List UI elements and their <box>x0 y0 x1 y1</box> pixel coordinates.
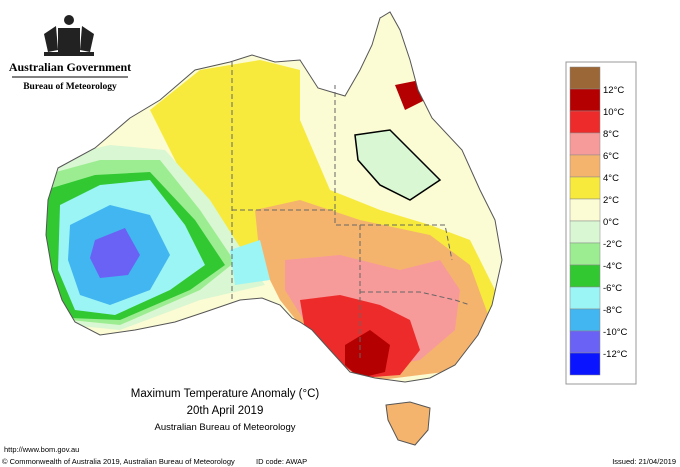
legend-swatch <box>569 132 601 156</box>
footer-url: http://www.bom.gov.au <box>4 445 79 454</box>
map-source: Australian Bureau of Meteorology <box>155 422 296 433</box>
bureau-name: Bureau of Meteorology <box>23 82 117 92</box>
legend-label: -8°C <box>603 305 622 316</box>
agency-name: Australian Government <box>9 60 131 74</box>
legend-swatch <box>569 308 601 332</box>
legend-label: 6°C <box>603 151 619 162</box>
legend-label: 2°C <box>603 195 619 206</box>
legend-label: 4°C <box>603 173 619 184</box>
tasmania <box>385 401 431 446</box>
footer-id: ID code: AWAP <box>256 457 307 466</box>
legend-swatch <box>569 176 601 200</box>
legend-label: 8°C <box>603 129 619 140</box>
legend-swatch <box>569 88 601 112</box>
legend-label: -12°C <box>603 349 628 360</box>
legend-label: -10°C <box>603 327 628 338</box>
legend-swatch <box>569 154 601 178</box>
coat-of-arms <box>44 15 94 56</box>
footer-copyright: © Commonwealth of Australia 2019, Austra… <box>2 457 235 466</box>
legend-swatch <box>569 352 601 376</box>
state-borders <box>231 62 471 360</box>
legend-label: -2°C <box>603 239 622 250</box>
legend-swatch <box>569 110 601 134</box>
legend-swatch <box>569 264 601 288</box>
legend-label: -4°C <box>603 261 622 272</box>
legend-swatch <box>569 286 601 310</box>
footer-issued: Issued: 21/04/2019 <box>612 457 676 466</box>
legend-label: 10°C <box>603 107 624 118</box>
legend-swatch <box>569 242 601 266</box>
legend-swatch <box>569 66 601 90</box>
legend-label: 0°C <box>603 217 619 228</box>
map-title: Maximum Temperature Anomaly (°C) <box>131 388 320 400</box>
legend-label: 12°C <box>603 85 624 96</box>
legend-swatch <box>569 330 601 354</box>
legend-swatch <box>569 220 601 244</box>
legend-label: -6°C <box>603 283 622 294</box>
coastline <box>45 11 503 383</box>
legend-swatch <box>569 198 601 222</box>
map-date: 20th April 2019 <box>187 405 264 417</box>
